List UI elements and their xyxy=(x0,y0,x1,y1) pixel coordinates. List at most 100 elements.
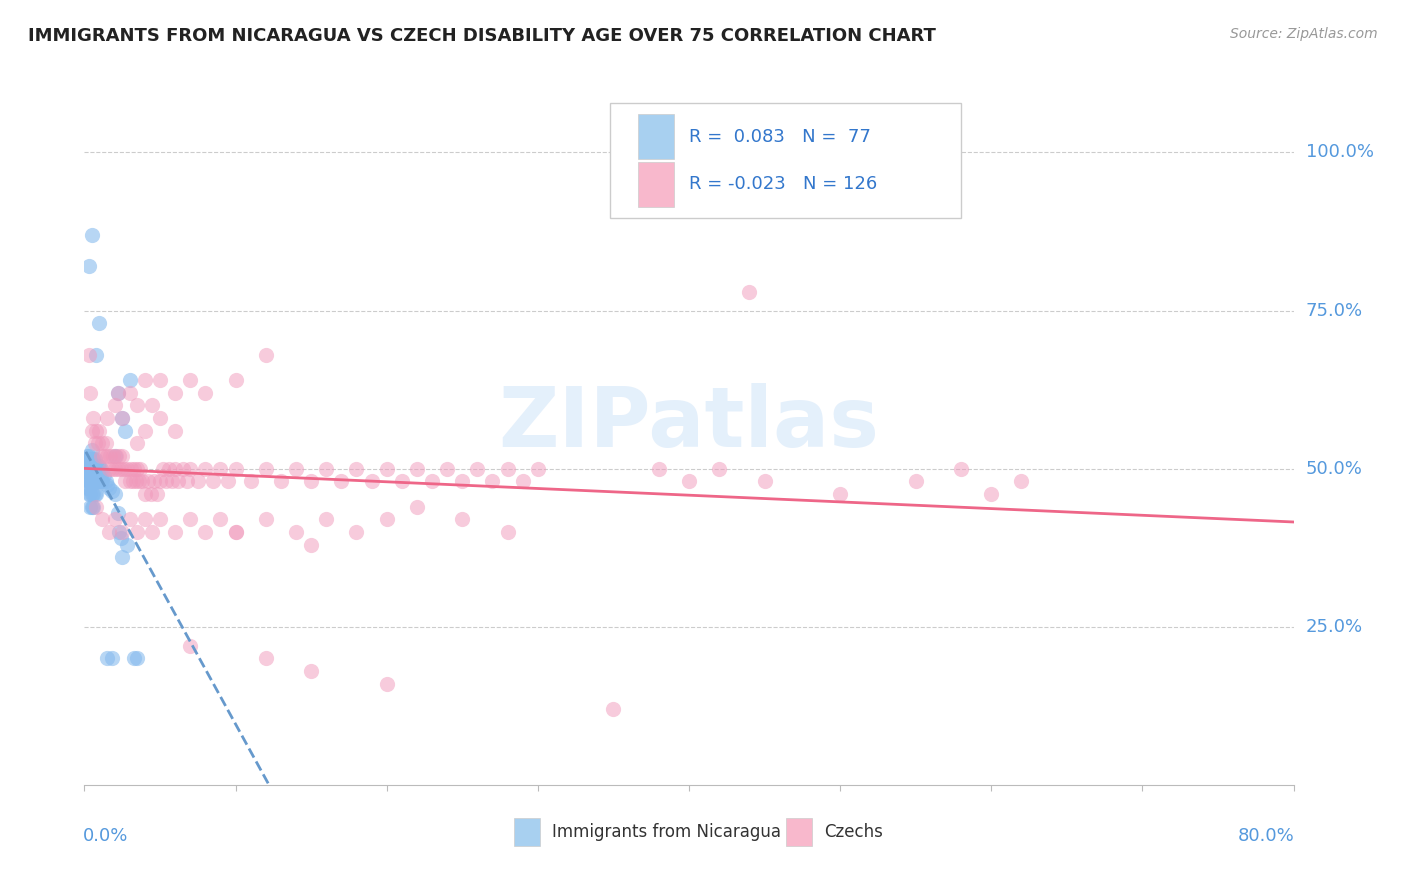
Point xyxy=(270,475,292,489)
Point xyxy=(80,227,103,242)
Point xyxy=(285,524,308,539)
Text: 0.0%: 0.0% xyxy=(83,827,128,845)
Point xyxy=(79,487,101,501)
Point xyxy=(80,452,103,467)
Point xyxy=(104,487,127,501)
Point xyxy=(80,458,103,473)
Point xyxy=(254,348,277,362)
Point xyxy=(225,373,247,387)
Point xyxy=(830,487,852,501)
Point xyxy=(496,524,519,539)
Point xyxy=(108,524,131,539)
Point xyxy=(90,449,112,463)
Point xyxy=(346,524,368,539)
Point xyxy=(225,461,247,475)
Point xyxy=(118,373,141,387)
Point xyxy=(496,461,519,475)
Point xyxy=(375,677,398,691)
Point xyxy=(105,449,128,463)
Point xyxy=(467,461,489,475)
Point xyxy=(122,461,145,475)
Point xyxy=(406,500,429,514)
Point xyxy=(76,475,98,489)
Point xyxy=(225,524,247,539)
Point xyxy=(93,449,115,463)
Point xyxy=(82,458,104,473)
Point xyxy=(391,475,413,489)
Point xyxy=(118,475,141,489)
Point xyxy=(82,411,104,425)
Point xyxy=(194,385,217,400)
Point xyxy=(129,461,152,475)
Point xyxy=(420,475,443,489)
Point xyxy=(77,260,100,274)
Point xyxy=(80,442,103,457)
Point xyxy=(84,487,107,501)
Point xyxy=(104,461,127,475)
Text: R =  0.083   N =  77: R = 0.083 N = 77 xyxy=(689,128,870,145)
Point xyxy=(97,524,120,539)
Point xyxy=(107,461,129,475)
Point xyxy=(79,475,101,489)
Point xyxy=(346,461,368,475)
Point xyxy=(87,458,110,473)
Point xyxy=(91,436,114,450)
Point xyxy=(165,524,187,539)
Point xyxy=(76,458,98,473)
Point xyxy=(84,452,107,467)
Point xyxy=(201,475,224,489)
Point xyxy=(84,458,107,473)
Point xyxy=(406,461,429,475)
Point xyxy=(254,512,277,526)
Point xyxy=(84,475,107,489)
Point xyxy=(80,475,103,489)
Point xyxy=(118,385,141,400)
Bar xyxy=(786,818,813,847)
Point xyxy=(77,452,100,467)
Point xyxy=(134,487,156,501)
Bar xyxy=(638,161,675,207)
Point xyxy=(239,475,262,489)
Point xyxy=(89,424,111,438)
Point xyxy=(118,512,141,526)
Point xyxy=(179,512,201,526)
Point xyxy=(87,436,110,450)
Point xyxy=(254,461,277,475)
Point xyxy=(149,512,172,526)
Point xyxy=(86,475,108,489)
Point xyxy=(107,506,129,520)
Point xyxy=(96,411,118,425)
Point xyxy=(134,373,156,387)
Point xyxy=(91,465,114,479)
Point xyxy=(80,424,103,438)
Text: 100.0%: 100.0% xyxy=(1306,144,1374,161)
Point xyxy=(127,524,149,539)
Bar xyxy=(638,114,675,160)
Point xyxy=(165,385,187,400)
Point xyxy=(104,449,127,463)
Text: Source: ZipAtlas.com: Source: ZipAtlas.com xyxy=(1230,27,1378,41)
Point xyxy=(134,512,156,526)
Point xyxy=(86,458,108,473)
Point xyxy=(360,475,382,489)
Text: Immigrants from Nicaragua: Immigrants from Nicaragua xyxy=(553,823,782,841)
Point xyxy=(93,468,115,483)
Point xyxy=(375,512,398,526)
Point xyxy=(104,512,127,526)
Point xyxy=(84,465,107,479)
Point xyxy=(157,461,180,475)
Point xyxy=(299,538,322,552)
Text: Czechs: Czechs xyxy=(824,823,883,841)
Point xyxy=(127,399,149,413)
Bar xyxy=(513,818,540,847)
Point xyxy=(225,524,247,539)
Point xyxy=(128,475,150,489)
Point xyxy=(90,475,112,489)
Point xyxy=(77,449,100,463)
Point xyxy=(80,487,103,501)
Point xyxy=(152,461,174,475)
Point xyxy=(678,475,700,489)
Point xyxy=(82,452,104,467)
Point xyxy=(77,458,100,473)
Point xyxy=(451,475,474,489)
